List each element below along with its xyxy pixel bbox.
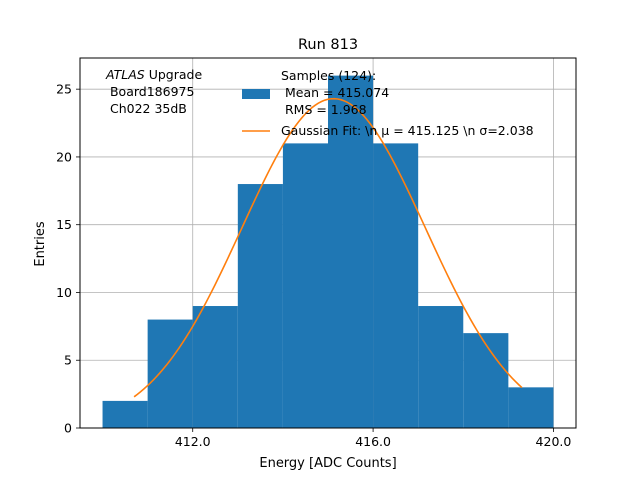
- annotation-line-2: Board186975: [106, 84, 194, 99]
- x-tick-label: 416.0: [355, 434, 391, 449]
- x-axis-label: Energy [ADC Counts]: [259, 456, 396, 471]
- histogram-bar: [418, 306, 464, 428]
- y-tick-label: 25: [56, 82, 72, 97]
- gaussian-fit-line: [133, 97, 523, 398]
- legend-fit-label: Gaussian Fit: \n μ = 415.125 \n σ=2.038: [281, 123, 534, 138]
- legend-samples-line-2: Mean = 415.074: [281, 85, 389, 100]
- annotation-experiment: ATLAS: [105, 67, 145, 82]
- y-tick-label: 10: [56, 285, 72, 300]
- y-axis-label: Entries: [33, 221, 48, 267]
- histogram-bar: [282, 143, 328, 428]
- y-tick-label: 5: [64, 353, 72, 368]
- legend-samples-swatch: [242, 89, 270, 99]
- annotation-line-1: ATLAS Upgrade: [105, 67, 202, 82]
- histogram-bar: [463, 333, 509, 428]
- histogram-bar: [328, 75, 374, 428]
- y-tick-label: 20: [56, 149, 72, 164]
- chart-title: Run 813: [298, 37, 358, 53]
- plot-frame: [79, 57, 577, 429]
- histogram-bar: [192, 306, 238, 428]
- annotation-line-3: Ch022 35dB: [106, 101, 187, 116]
- atlas-annotation: ATLAS Upgrade Board186975 Ch022 35dB: [105, 67, 202, 116]
- histogram-bar: [237, 184, 283, 428]
- y-tick-label: 0: [64, 421, 72, 436]
- y-tick-label: 15: [56, 217, 72, 232]
- legend: Samples (124): Mean = 415.074 RMS = 1.96…: [242, 68, 534, 138]
- histogram-bar: [147, 319, 193, 428]
- histogram-bar: [508, 387, 554, 428]
- gaussian-fit-layer: [133, 97, 523, 398]
- legend-samples-line-3: RMS = 1.968: [281, 102, 367, 117]
- legend-samples-line-1: Samples (124):: [281, 68, 376, 83]
- axis-ticks: 412.0 416.0 420.0 0 5 10 15 20 25: [56, 82, 571, 449]
- histogram-bar: [373, 143, 419, 428]
- histogram-bar: [102, 400, 148, 428]
- histogram-bars: [102, 75, 554, 428]
- annotation-suffix: Upgrade: [145, 67, 203, 82]
- x-tick-label: 420.0: [536, 434, 572, 449]
- x-tick-label: 412.0: [175, 434, 211, 449]
